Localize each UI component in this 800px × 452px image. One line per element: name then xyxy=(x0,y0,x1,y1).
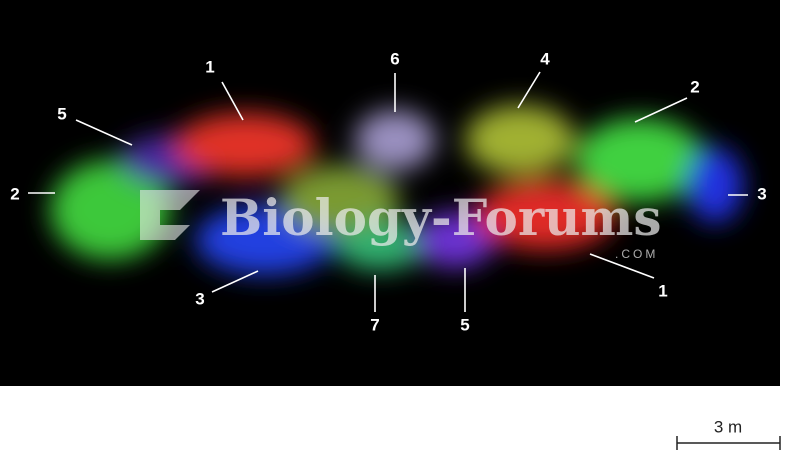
label: 7 xyxy=(370,315,379,334)
territory xyxy=(465,105,575,175)
scale-bar: 3 m xyxy=(676,417,781,450)
territory xyxy=(475,180,615,250)
labels: 1 6 4 2 5 2 3 3 7 5 1 xyxy=(10,49,766,334)
label: 2 xyxy=(690,77,699,96)
leader-line xyxy=(634,97,688,123)
leader-line xyxy=(589,253,655,279)
label: 2 xyxy=(10,184,19,203)
label: 6 xyxy=(390,49,399,68)
territory xyxy=(575,118,705,202)
label: 3 xyxy=(195,289,204,308)
label: 5 xyxy=(460,315,469,334)
territory xyxy=(175,113,315,177)
scale-bar-label: 3 m xyxy=(714,417,742,436)
territory xyxy=(335,220,425,270)
label: 3 xyxy=(757,184,766,203)
leader-line xyxy=(211,270,259,293)
leader-line xyxy=(75,119,133,146)
territory xyxy=(355,110,435,170)
territory xyxy=(687,147,743,223)
territory xyxy=(280,165,400,235)
watermark-logo xyxy=(140,190,200,240)
watermark-text: Biology-Forums xyxy=(220,188,662,247)
territory xyxy=(415,212,495,268)
watermark-suffix: .COM xyxy=(615,247,658,261)
label: 4 xyxy=(540,49,550,68)
watermark: Biology-Forums .COM xyxy=(140,188,662,261)
label: 5 xyxy=(57,104,66,123)
label-lines xyxy=(28,71,748,312)
leader-line xyxy=(221,81,244,121)
label: 1 xyxy=(205,57,214,76)
label: 1 xyxy=(658,281,667,300)
leader-line xyxy=(517,71,541,109)
